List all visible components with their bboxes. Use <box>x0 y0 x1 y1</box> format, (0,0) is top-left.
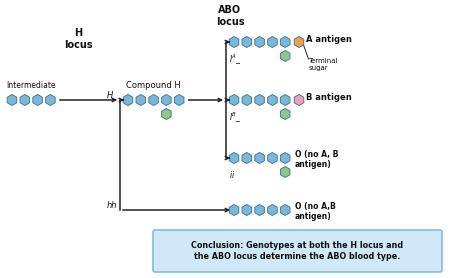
Polygon shape <box>33 95 42 105</box>
Polygon shape <box>280 108 289 120</box>
Polygon shape <box>254 95 264 105</box>
Polygon shape <box>254 153 264 163</box>
Polygon shape <box>254 36 264 48</box>
Polygon shape <box>20 95 30 105</box>
Polygon shape <box>280 205 289 215</box>
Polygon shape <box>229 205 238 215</box>
Text: Compound H: Compound H <box>126 81 181 91</box>
Polygon shape <box>280 51 289 61</box>
Polygon shape <box>123 95 132 105</box>
Text: O (no A,B
antigen): O (no A,B antigen) <box>294 202 335 221</box>
Polygon shape <box>267 205 277 215</box>
Polygon shape <box>280 153 289 163</box>
Polygon shape <box>280 167 289 177</box>
Polygon shape <box>242 205 251 215</box>
Polygon shape <box>242 95 251 105</box>
Text: $I^A$_: $I^A$_ <box>228 53 241 67</box>
Polygon shape <box>280 36 289 48</box>
Polygon shape <box>242 153 251 163</box>
Polygon shape <box>267 36 277 48</box>
Polygon shape <box>229 95 238 105</box>
Text: Terminal
sugar: Terminal sugar <box>308 58 337 71</box>
Text: Intermediate: Intermediate <box>6 81 56 91</box>
Polygon shape <box>229 36 238 48</box>
Polygon shape <box>280 95 289 105</box>
Text: hh: hh <box>106 200 117 210</box>
FancyBboxPatch shape <box>153 230 441 272</box>
Polygon shape <box>148 95 158 105</box>
Text: Conclusion: Genotypes at both the H locus and
the ABO locus determine the ABO bl: Conclusion: Genotypes at both the H locu… <box>191 241 403 261</box>
Text: ABO
locus: ABO locus <box>215 5 244 27</box>
Text: A antigen: A antigen <box>306 34 352 43</box>
Polygon shape <box>267 153 277 163</box>
Polygon shape <box>254 205 264 215</box>
Polygon shape <box>293 95 303 105</box>
Polygon shape <box>46 95 55 105</box>
Polygon shape <box>229 153 238 163</box>
Polygon shape <box>161 108 171 120</box>
Polygon shape <box>7 95 17 105</box>
Text: $ii$: $ii$ <box>228 169 235 180</box>
Polygon shape <box>242 36 251 48</box>
Polygon shape <box>174 95 183 105</box>
Text: O (no A, B
antigen): O (no A, B antigen) <box>294 150 337 169</box>
Polygon shape <box>293 36 303 48</box>
Text: H
locus: H locus <box>64 28 92 49</box>
Text: H_: H_ <box>106 91 117 100</box>
Polygon shape <box>267 95 277 105</box>
Text: B antigen: B antigen <box>306 93 351 101</box>
Polygon shape <box>136 95 145 105</box>
Text: $I^B$_: $I^B$_ <box>228 111 241 125</box>
Polygon shape <box>161 95 171 105</box>
